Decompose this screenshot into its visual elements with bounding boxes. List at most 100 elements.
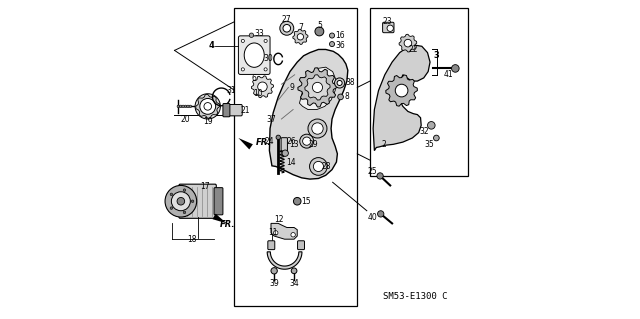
Text: 15: 15 [301,197,310,206]
Circle shape [428,122,435,129]
Text: 2: 2 [381,140,387,149]
Circle shape [264,68,267,71]
Text: SM53-E1300 C: SM53-E1300 C [383,292,447,300]
Text: 14: 14 [286,158,296,167]
Text: 31: 31 [227,86,236,95]
Text: 18: 18 [187,235,196,244]
Polygon shape [212,214,227,223]
Circle shape [433,135,439,141]
FancyBboxPatch shape [225,105,242,116]
Ellipse shape [244,43,264,67]
Circle shape [297,33,303,40]
Text: 8: 8 [345,93,349,101]
Text: 21: 21 [240,106,250,115]
FancyBboxPatch shape [268,241,275,250]
Text: 40: 40 [368,212,378,222]
Circle shape [165,185,196,217]
Text: 7: 7 [298,23,303,32]
Text: 38: 38 [346,78,355,87]
Polygon shape [267,252,302,269]
Text: 5: 5 [317,21,322,30]
Bar [370,8,468,176]
Text: 24: 24 [264,137,274,146]
Text: 17: 17 [200,182,209,191]
Polygon shape [386,75,417,106]
Circle shape [387,25,394,32]
Text: 28: 28 [321,162,331,171]
Circle shape [310,158,327,175]
Circle shape [182,105,184,108]
Circle shape [293,197,301,205]
Polygon shape [298,68,337,107]
Circle shape [191,200,194,203]
Circle shape [264,39,267,42]
FancyBboxPatch shape [179,184,216,218]
Circle shape [170,193,173,196]
Text: 30: 30 [264,55,273,63]
Polygon shape [196,94,220,118]
Circle shape [189,105,191,108]
Polygon shape [239,138,253,149]
Circle shape [170,207,173,209]
Text: 3: 3 [433,51,439,60]
Circle shape [187,105,189,108]
Circle shape [177,197,185,205]
Text: 37: 37 [267,115,276,123]
Text: 9: 9 [289,83,294,92]
Circle shape [283,25,291,32]
Circle shape [204,103,212,110]
Text: 4: 4 [209,41,214,50]
Circle shape [282,150,289,156]
Circle shape [273,231,278,235]
Circle shape [312,123,323,134]
Text: 39: 39 [269,279,279,288]
Polygon shape [305,75,330,100]
Text: 10: 10 [253,89,263,98]
Text: 41: 41 [444,70,453,79]
Text: 27: 27 [282,15,292,24]
Text: 20: 20 [180,115,190,123]
Text: 12: 12 [274,215,284,224]
Circle shape [335,78,345,88]
Circle shape [280,21,294,35]
Circle shape [241,68,244,71]
Circle shape [310,79,325,95]
Circle shape [241,39,244,42]
Circle shape [452,65,459,72]
Circle shape [271,268,277,274]
Circle shape [291,233,295,237]
Polygon shape [300,67,337,109]
Circle shape [314,161,323,172]
Circle shape [303,137,311,145]
Circle shape [183,211,186,214]
Circle shape [312,82,323,93]
Circle shape [377,173,383,179]
Polygon shape [373,45,430,151]
Polygon shape [252,76,273,98]
FancyBboxPatch shape [223,104,230,117]
Text: 32: 32 [419,127,429,136]
Text: 29: 29 [309,140,319,149]
Circle shape [300,134,314,148]
Circle shape [330,33,335,38]
Circle shape [404,39,412,47]
Circle shape [200,99,216,114]
Circle shape [291,268,297,274]
Text: 23: 23 [382,18,392,26]
Circle shape [184,105,187,108]
Circle shape [195,94,220,119]
Text: 36: 36 [335,41,345,49]
Circle shape [378,211,384,217]
Text: 26: 26 [287,137,296,146]
Circle shape [258,82,267,92]
Circle shape [308,119,327,138]
Circle shape [330,41,335,47]
Circle shape [179,105,182,108]
Polygon shape [271,223,297,239]
FancyBboxPatch shape [383,22,394,33]
Bar [234,8,357,306]
Circle shape [338,94,344,100]
Circle shape [177,105,180,108]
Polygon shape [293,29,308,44]
Text: FR.: FR. [256,138,271,147]
